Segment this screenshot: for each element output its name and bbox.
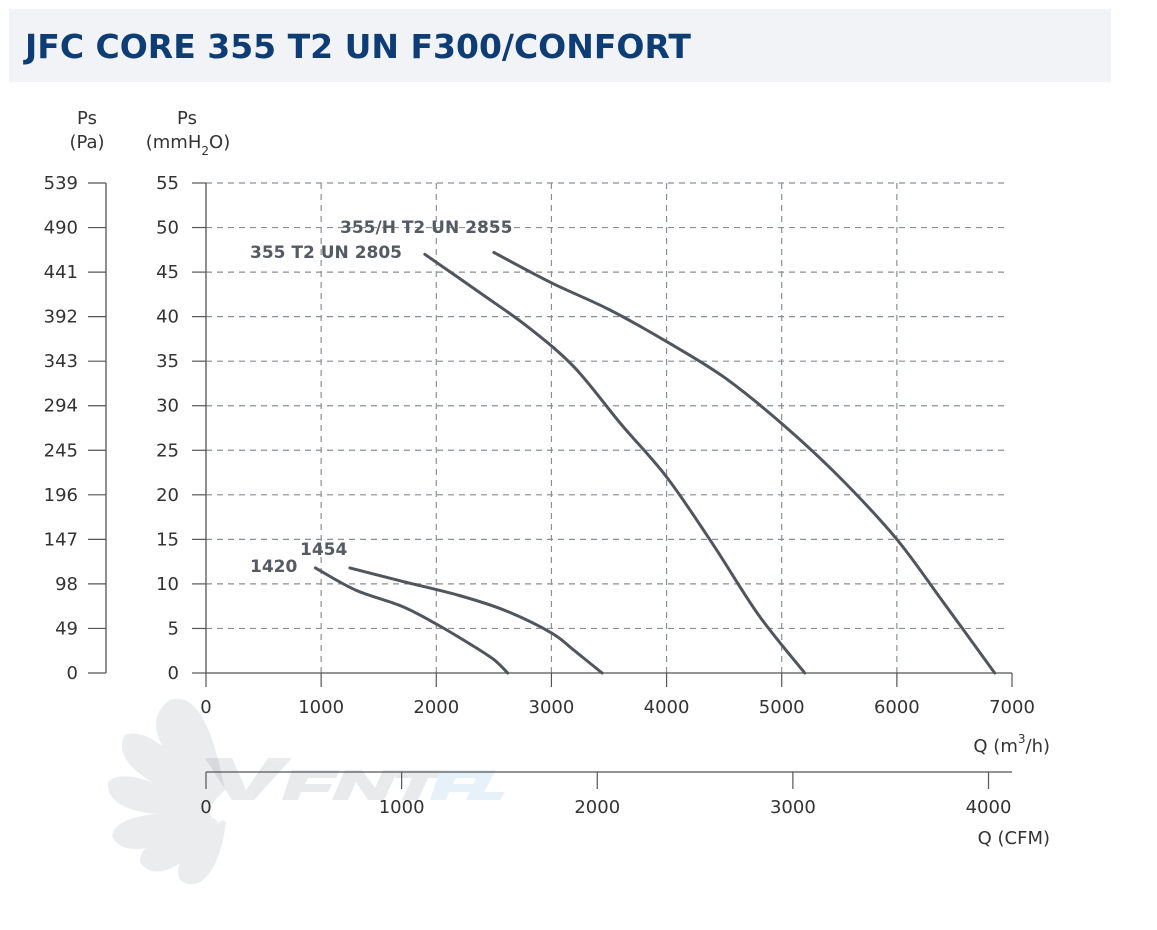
chart-title: JFC CORE 355 T2 UN F300/CONFORT xyxy=(25,27,691,66)
y2-axis-unit: (Pa) xyxy=(69,132,104,153)
curve-label-2855: 355/H T2 UN 2855 xyxy=(340,218,512,238)
fan-logo-watermark xyxy=(107,698,226,885)
x2-tick-label: 1000 xyxy=(379,797,425,818)
y2-tick-label: 49 xyxy=(55,618,78,639)
x2-axis-title: Q (CFM) xyxy=(978,828,1050,849)
x-tick-label: 1000 xyxy=(298,697,344,718)
y2-tick-label: 245 xyxy=(44,440,78,461)
x-axis-title: Q (m3/h) xyxy=(973,732,1050,757)
y-tick-label: 10 xyxy=(156,574,179,595)
y2-tick-label: 0 xyxy=(67,663,78,684)
grid-lines xyxy=(206,182,1005,673)
y2-tick-label: 147 xyxy=(44,529,78,550)
axes xyxy=(88,182,1013,789)
title-bar: JFC CORE 355 T2 UN F300/CONFORT xyxy=(9,9,1111,82)
x2-tick-label: 2000 xyxy=(574,797,620,818)
y-tick-label: 30 xyxy=(156,396,179,417)
curve-label-1454: 1454 xyxy=(300,540,347,560)
y-tick-label: 35 xyxy=(156,351,179,372)
y-tick-label: 20 xyxy=(156,485,179,506)
curve-4 xyxy=(313,566,510,675)
x2-tick-label: 0 xyxy=(200,797,211,818)
curve-label-1420: 1420 xyxy=(250,557,297,577)
ventel-wordmark-watermark xyxy=(205,758,505,800)
y-tick-label: 15 xyxy=(156,529,179,550)
performance-curves xyxy=(313,251,997,675)
x-tick-label: 2000 xyxy=(413,697,459,718)
x2-tick-label: 3000 xyxy=(770,797,816,818)
curve-2 xyxy=(423,252,807,675)
y-tick-label: 0 xyxy=(168,663,179,684)
y-tick-label: 45 xyxy=(156,262,179,283)
y-tick-label: 25 xyxy=(156,440,179,461)
y2-tick-label: 196 xyxy=(44,485,78,506)
x-tick-label: 0 xyxy=(200,697,211,718)
y-tick-label: 55 xyxy=(156,173,179,194)
curve-label-2805: 355 T2 UN 2805 xyxy=(250,243,402,263)
y-axis-unit: (mmH2O) xyxy=(146,132,230,158)
curve-3 xyxy=(348,566,604,675)
x2-tick-label: 4000 xyxy=(966,797,1012,818)
x-tick-label: 6000 xyxy=(874,697,920,718)
curve-1 xyxy=(492,251,997,675)
x-tick-label: 7000 xyxy=(989,697,1035,718)
y2-tick-label: 98 xyxy=(55,574,78,595)
y2-tick-label: 539 xyxy=(44,173,78,194)
tick-labels: 0054910981514720196252453029435343403924… xyxy=(44,173,1035,818)
y2-tick-label: 490 xyxy=(44,218,78,239)
y2-axis-title: Ps xyxy=(77,108,97,129)
y2-tick-label: 294 xyxy=(44,396,78,417)
y-tick-label: 5 xyxy=(168,618,179,639)
y-tick-label: 40 xyxy=(156,307,179,328)
y-axis-title: Ps xyxy=(177,108,197,129)
x-tick-label: 4000 xyxy=(644,697,690,718)
x-tick-label: 3000 xyxy=(529,697,575,718)
y2-tick-label: 392 xyxy=(44,307,78,328)
y2-tick-label: 441 xyxy=(44,262,78,283)
y-tick-label: 50 xyxy=(156,218,179,239)
x-tick-label: 5000 xyxy=(759,697,805,718)
y2-tick-label: 343 xyxy=(44,351,78,372)
